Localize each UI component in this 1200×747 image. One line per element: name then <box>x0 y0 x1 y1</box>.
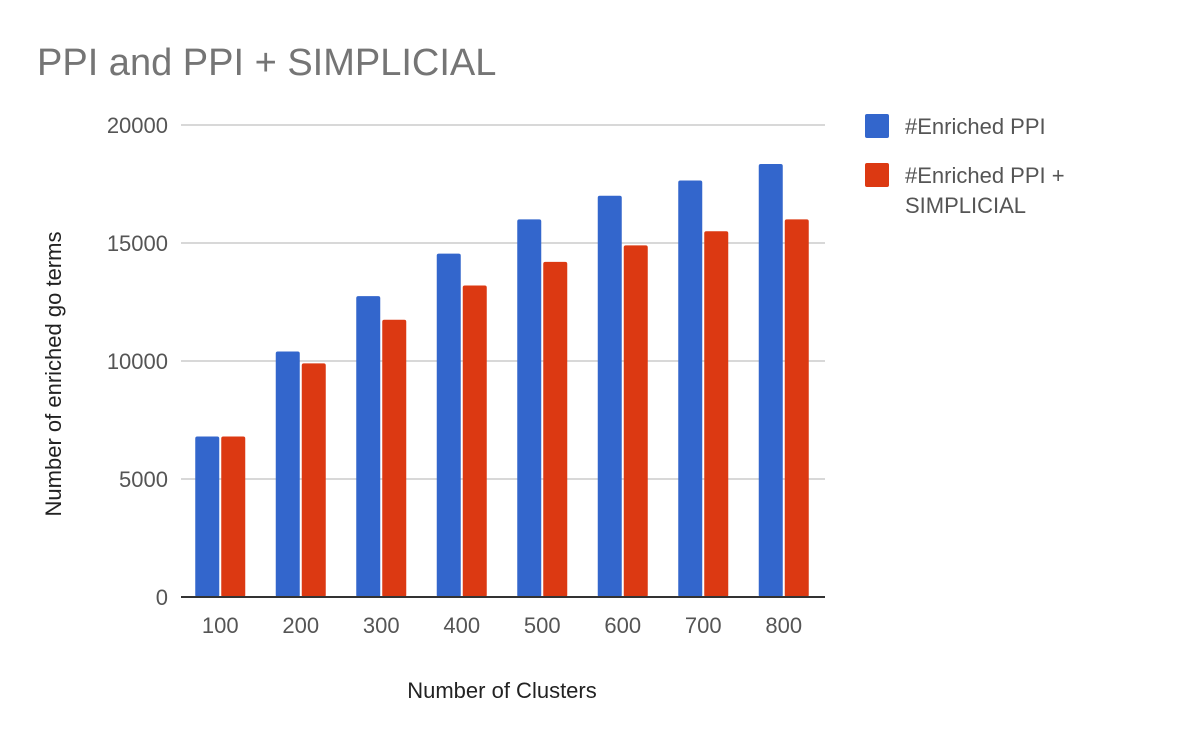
y-tick-label: 10000 <box>107 349 168 374</box>
bar-enriched-ppi-simplicial-300 <box>382 319 407 597</box>
bars <box>195 163 809 598</box>
bar-enriched-ppi-800 <box>758 163 783 597</box>
bar-enriched-ppi-200 <box>275 351 300 597</box>
legend-label: #Enriched PPI + SIMPLICIAL <box>905 163 1065 218</box>
legend-swatch <box>865 114 889 138</box>
axes: 0 5000 10000 15000 20000 100 200 300 400 500 600 70… <box>107 113 825 638</box>
x-tick-label: 400 <box>443 613 480 638</box>
y-tick-label: 0 <box>156 585 168 610</box>
y-tick-label: 15000 <box>107 231 168 256</box>
y-tick-label: 5000 <box>119 467 168 492</box>
legend-label-line: #Enriched PPI <box>905 114 1046 139</box>
legend-label-line: #Enriched PPI + <box>905 163 1065 188</box>
x-tick-label: 200 <box>282 613 319 638</box>
bar-enriched-ppi-300 <box>356 296 381 597</box>
x-tick-label: 800 <box>765 613 802 638</box>
x-tick-label: 700 <box>685 613 722 638</box>
bar-enriched-ppi-simplicial-100 <box>221 436 246 597</box>
chart-title: PPI and PPI + SIMPLICIAL <box>37 42 496 84</box>
bar-enriched-ppi-400 <box>436 253 461 597</box>
x-tick-label: 600 <box>604 613 641 638</box>
x-axis-title: Number of Clusters <box>407 678 597 703</box>
legend-label: #Enriched PPI <box>905 114 1046 139</box>
x-tick-label: 300 <box>363 613 400 638</box>
bar-enriched-ppi-simplicial-500 <box>543 261 568 597</box>
y-tick-label: 20000 <box>107 113 168 138</box>
bar-enriched-ppi-600 <box>597 195 622 598</box>
legend-swatch <box>865 163 889 187</box>
legend-label-line: SIMPLICIAL <box>905 193 1026 218</box>
bar-enriched-ppi-simplicial-400 <box>462 285 487 597</box>
bar-enriched-ppi-700 <box>678 180 703 597</box>
bar-enriched-ppi-500 <box>517 219 542 597</box>
x-tick-label: 500 <box>524 613 561 638</box>
bar-enriched-ppi-simplicial-600 <box>623 245 648 598</box>
bar-enriched-ppi-simplicial-700 <box>704 231 729 597</box>
legend: #Enriched PPI #Enriched PPI + SIMPLICIAL <box>865 114 1065 218</box>
bar-enriched-ppi-100 <box>195 436 220 597</box>
bar-enriched-ppi-simplicial-800 <box>784 219 809 597</box>
y-axis-title: Number of enriched go terms <box>41 232 66 517</box>
x-tick-label: 100 <box>202 613 239 638</box>
bar-enriched-ppi-simplicial-200 <box>301 363 326 597</box>
